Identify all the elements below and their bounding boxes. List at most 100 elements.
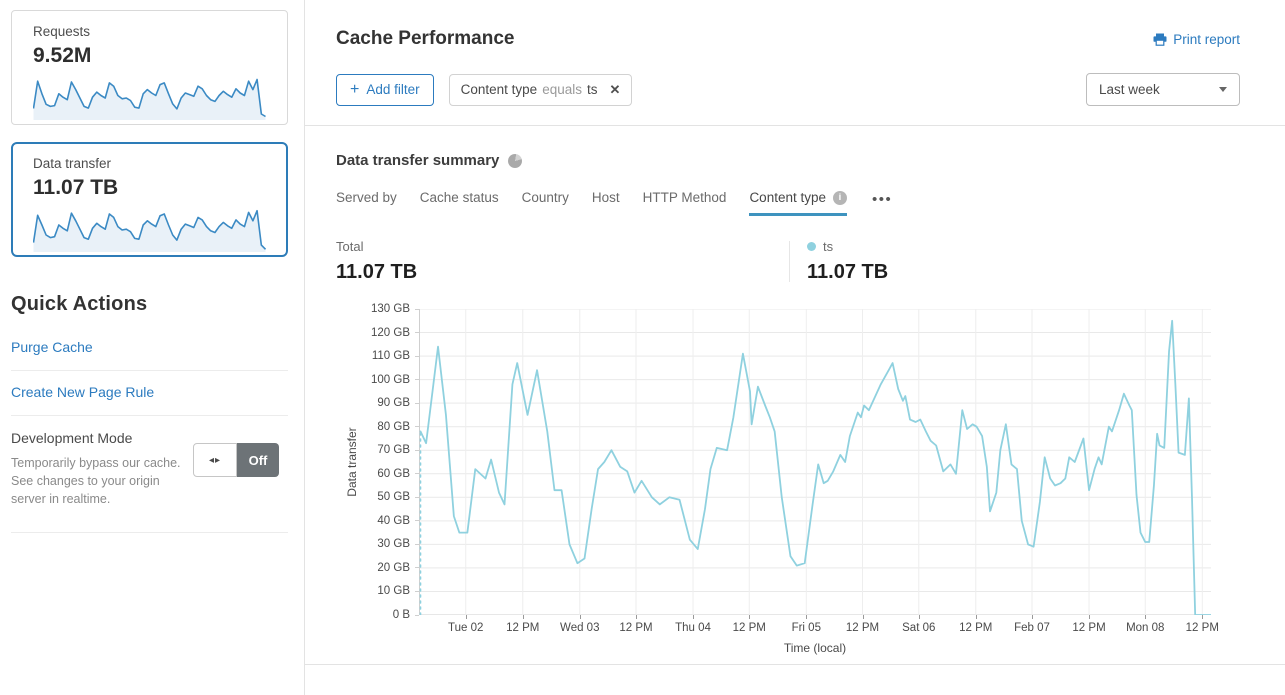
quick-action-row: Create New Page Rule [11, 371, 288, 416]
y-tick-mark [415, 590, 419, 592]
x-tick-mark [465, 615, 467, 619]
series-stat: ts 11.07 TB [790, 239, 888, 284]
filter-field: Content type [460, 82, 538, 97]
development-mode-toggle[interactable]: ◂▸ Off [193, 443, 279, 477]
metric-card-label: Requests [33, 24, 91, 39]
y-tick-label: 110 GB [371, 350, 410, 363]
tab-cache-status[interactable]: Cache status [420, 190, 499, 216]
x-tick-label: Sat 06 [902, 622, 936, 634]
x-tick-mark [636, 615, 637, 619]
x-tick-mark [522, 615, 524, 619]
add-filter-button[interactable]: + Add filter [336, 73, 434, 106]
x-tick-mark [1145, 615, 1147, 619]
tab-label: Country [521, 190, 569, 205]
x-tick-mark [862, 615, 864, 619]
x-tick-label: 12 PM [1072, 622, 1106, 634]
print-report-link[interactable]: Print report [1153, 32, 1240, 47]
y-tick-mark [415, 379, 419, 381]
x-tick-label: Wed 03 [560, 622, 600, 634]
total-stat: Total 11.07 TB [336, 239, 789, 284]
print-icon [1153, 33, 1167, 46]
quick-actions-links: Purge Cache Create New Page Rule [11, 326, 288, 416]
series-legend: ts [807, 239, 888, 254]
y-tick-label: 80 GB [377, 420, 410, 433]
toggle-state-label[interactable]: Off [237, 443, 279, 477]
y-axis-ticks: 0 B 10 GB 20 GB 30 GB 40 GB 50 GB 60 GB 70 GB 80… [355, 303, 419, 621]
y-tick-mark [415, 473, 419, 475]
sidebar: Requests 9.52M Data transfer 11.07 TB Quick… [0, 0, 305, 695]
y-tick-label: 30 GB [377, 538, 410, 551]
y-tick-label: 10 GB [377, 585, 410, 598]
more-tabs-icon[interactable]: ••• [872, 190, 893, 208]
tab-host[interactable]: Host [592, 190, 620, 216]
x-axis-title: Time (local) [783, 641, 847, 655]
metric-cards: Requests 9.52M Data transfer 11.07 TB [11, 10, 288, 257]
x-tick-label: Thu 04 [675, 622, 711, 634]
y-tick-mark [415, 614, 419, 616]
data-transfer-chart: Data transfer 0 B 10 GB 20 GB 30 GB 40 GB 50 … [336, 303, 1219, 655]
quick-action-link-create-new-page-rule[interactable]: Create New Page Rule [11, 384, 155, 400]
tab-label: HTTP Method [642, 190, 727, 205]
info-icon[interactable]: i [833, 190, 847, 205]
toggle-arrows-icon[interactable]: ◂▸ [193, 443, 237, 477]
metric-card-requests[interactable]: Requests 9.52M [11, 10, 288, 125]
close-icon[interactable]: ✕ [609, 81, 621, 97]
development-mode-section: Development Mode Temporarily bypass our … [11, 416, 288, 534]
y-tick-label: 60 GB [377, 467, 410, 480]
series-label: ts [823, 239, 834, 254]
y-axis-title: Data transfer [345, 427, 359, 497]
time-range-select[interactable]: Last week [1086, 73, 1240, 106]
metric-card-data-transfer[interactable]: Data transfer 11.07 TB [11, 142, 288, 257]
tab-label: Served by [336, 190, 397, 205]
pie-chart-icon [508, 153, 523, 168]
x-tick-label: 12 PM [845, 622, 880, 634]
x-tick-label: 12 PM [1185, 622, 1219, 634]
quick-action-link-purge-cache[interactable]: Purge Cache [11, 339, 93, 355]
y-tick-mark [415, 308, 419, 310]
main-content: Cache Performance Print report + Add fil… [305, 0, 1285, 695]
y-tick-mark [415, 426, 419, 428]
y-tick-mark [415, 332, 419, 334]
header-divider [305, 125, 1285, 126]
total-label: Total [336, 239, 364, 254]
y-tick-label: 90 GB [377, 397, 410, 410]
x-tick-label: 12 PM [506, 622, 540, 634]
y-tick-mark [415, 496, 419, 498]
x-tick-mark [1032, 615, 1033, 619]
x-tick-mark [693, 615, 695, 619]
filter-chip: Content type equals ts ✕ [448, 73, 633, 106]
x-tick-mark [1202, 615, 1204, 619]
plus-icon: + [350, 80, 360, 98]
y-tick-mark [415, 543, 419, 545]
x-tick-label: 12 PM [732, 622, 766, 634]
bottom-divider [305, 664, 1285, 665]
sparkline-chart [33, 207, 266, 252]
development-mode-title: Development Mode [11, 430, 133, 446]
metric-card-label: Data transfer [33, 156, 112, 171]
x-tick-label: 12 PM [619, 622, 653, 634]
development-mode-description: Temporarily bypass our cache. See change… [11, 456, 181, 507]
tab-country[interactable]: Country [522, 190, 569, 216]
x-tick-label: Fri 05 [791, 622, 821, 634]
series-value: 11.07 TB [807, 261, 889, 283]
page-title: Cache Performance [336, 28, 515, 49]
quick-action-row: Purge Cache [11, 326, 288, 371]
plot-area [419, 309, 1211, 615]
tab-content-type[interactable]: Content type i [749, 190, 847, 216]
tab-served-by[interactable]: Served by [336, 190, 397, 216]
x-tick-label: Feb 07 [1014, 622, 1050, 634]
y-tick-label: 100 GB [371, 373, 410, 386]
tab-label: Content type [749, 190, 826, 205]
y-tick-label: 130 GB [371, 303, 410, 315]
y-tick-label: 120 GB [371, 326, 410, 339]
series-dot-icon [807, 242, 816, 251]
time-range-value: Last week [1099, 82, 1160, 97]
tab-http-method[interactable]: HTTP Method [643, 190, 727, 216]
filter-operator: equals [542, 82, 582, 97]
tab-label: Host [591, 190, 620, 205]
x-tick-mark [918, 615, 920, 619]
total-value: 11.07 TB [336, 261, 418, 283]
y-tick-mark [415, 402, 419, 404]
x-tick-mark [749, 615, 751, 619]
